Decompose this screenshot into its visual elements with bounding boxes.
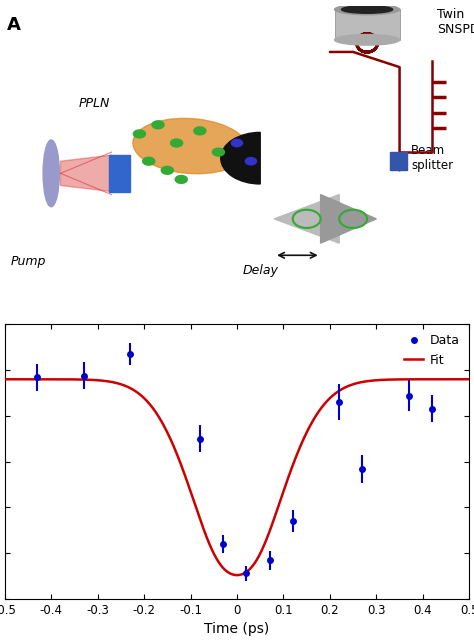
Polygon shape — [61, 155, 111, 191]
Polygon shape — [320, 194, 376, 243]
Wedge shape — [221, 133, 260, 184]
Polygon shape — [274, 194, 339, 243]
Ellipse shape — [43, 140, 59, 207]
Text: PPLN: PPLN — [79, 97, 110, 109]
Circle shape — [161, 166, 173, 175]
Text: Twin
SNSPDs: Twin SNSPDs — [437, 8, 474, 35]
Circle shape — [231, 139, 243, 147]
Text: Delay: Delay — [242, 265, 278, 278]
Circle shape — [143, 157, 155, 165]
Circle shape — [246, 158, 256, 165]
Circle shape — [175, 175, 187, 184]
Circle shape — [171, 139, 182, 147]
Bar — [390, 152, 407, 170]
Circle shape — [194, 127, 206, 135]
Text: Pump: Pump — [10, 255, 46, 269]
Ellipse shape — [341, 6, 392, 14]
Circle shape — [133, 130, 146, 138]
X-axis label: Time (ps): Time (ps) — [204, 622, 270, 636]
Ellipse shape — [335, 35, 400, 45]
Bar — [109, 155, 130, 191]
Ellipse shape — [133, 118, 248, 174]
Circle shape — [212, 148, 225, 156]
Text: Beam
splitter: Beam splitter — [411, 144, 453, 172]
Bar — [335, 10, 400, 40]
Legend: Data, Fit: Data, Fit — [401, 330, 463, 370]
Ellipse shape — [335, 4, 400, 15]
Circle shape — [152, 121, 164, 129]
Text: A: A — [7, 15, 21, 33]
